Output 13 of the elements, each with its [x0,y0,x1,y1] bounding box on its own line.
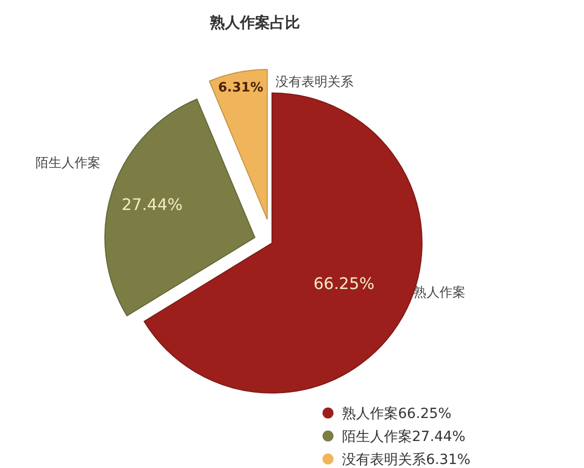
legend-label: 熟人作案 [342,404,398,422]
data-label: 6.31% [218,80,264,96]
text: 66.25% [398,406,452,422]
legend-label: 没有表明关系 [342,452,426,468]
slice-label: 熟人作案 [413,284,466,301]
data-label: 27.44% [122,194,183,214]
legend-label: 陌生人作案 [342,428,412,445]
text: 6.31% [426,452,470,468]
text: 27.44% [412,428,466,445]
chart-title: 熟人作案占比 [209,13,300,32]
slice-label: 陌生人作案 [36,155,101,172]
data-label: 66.25% [313,274,374,293]
slice-label: 没有表明关系 [275,75,354,90]
